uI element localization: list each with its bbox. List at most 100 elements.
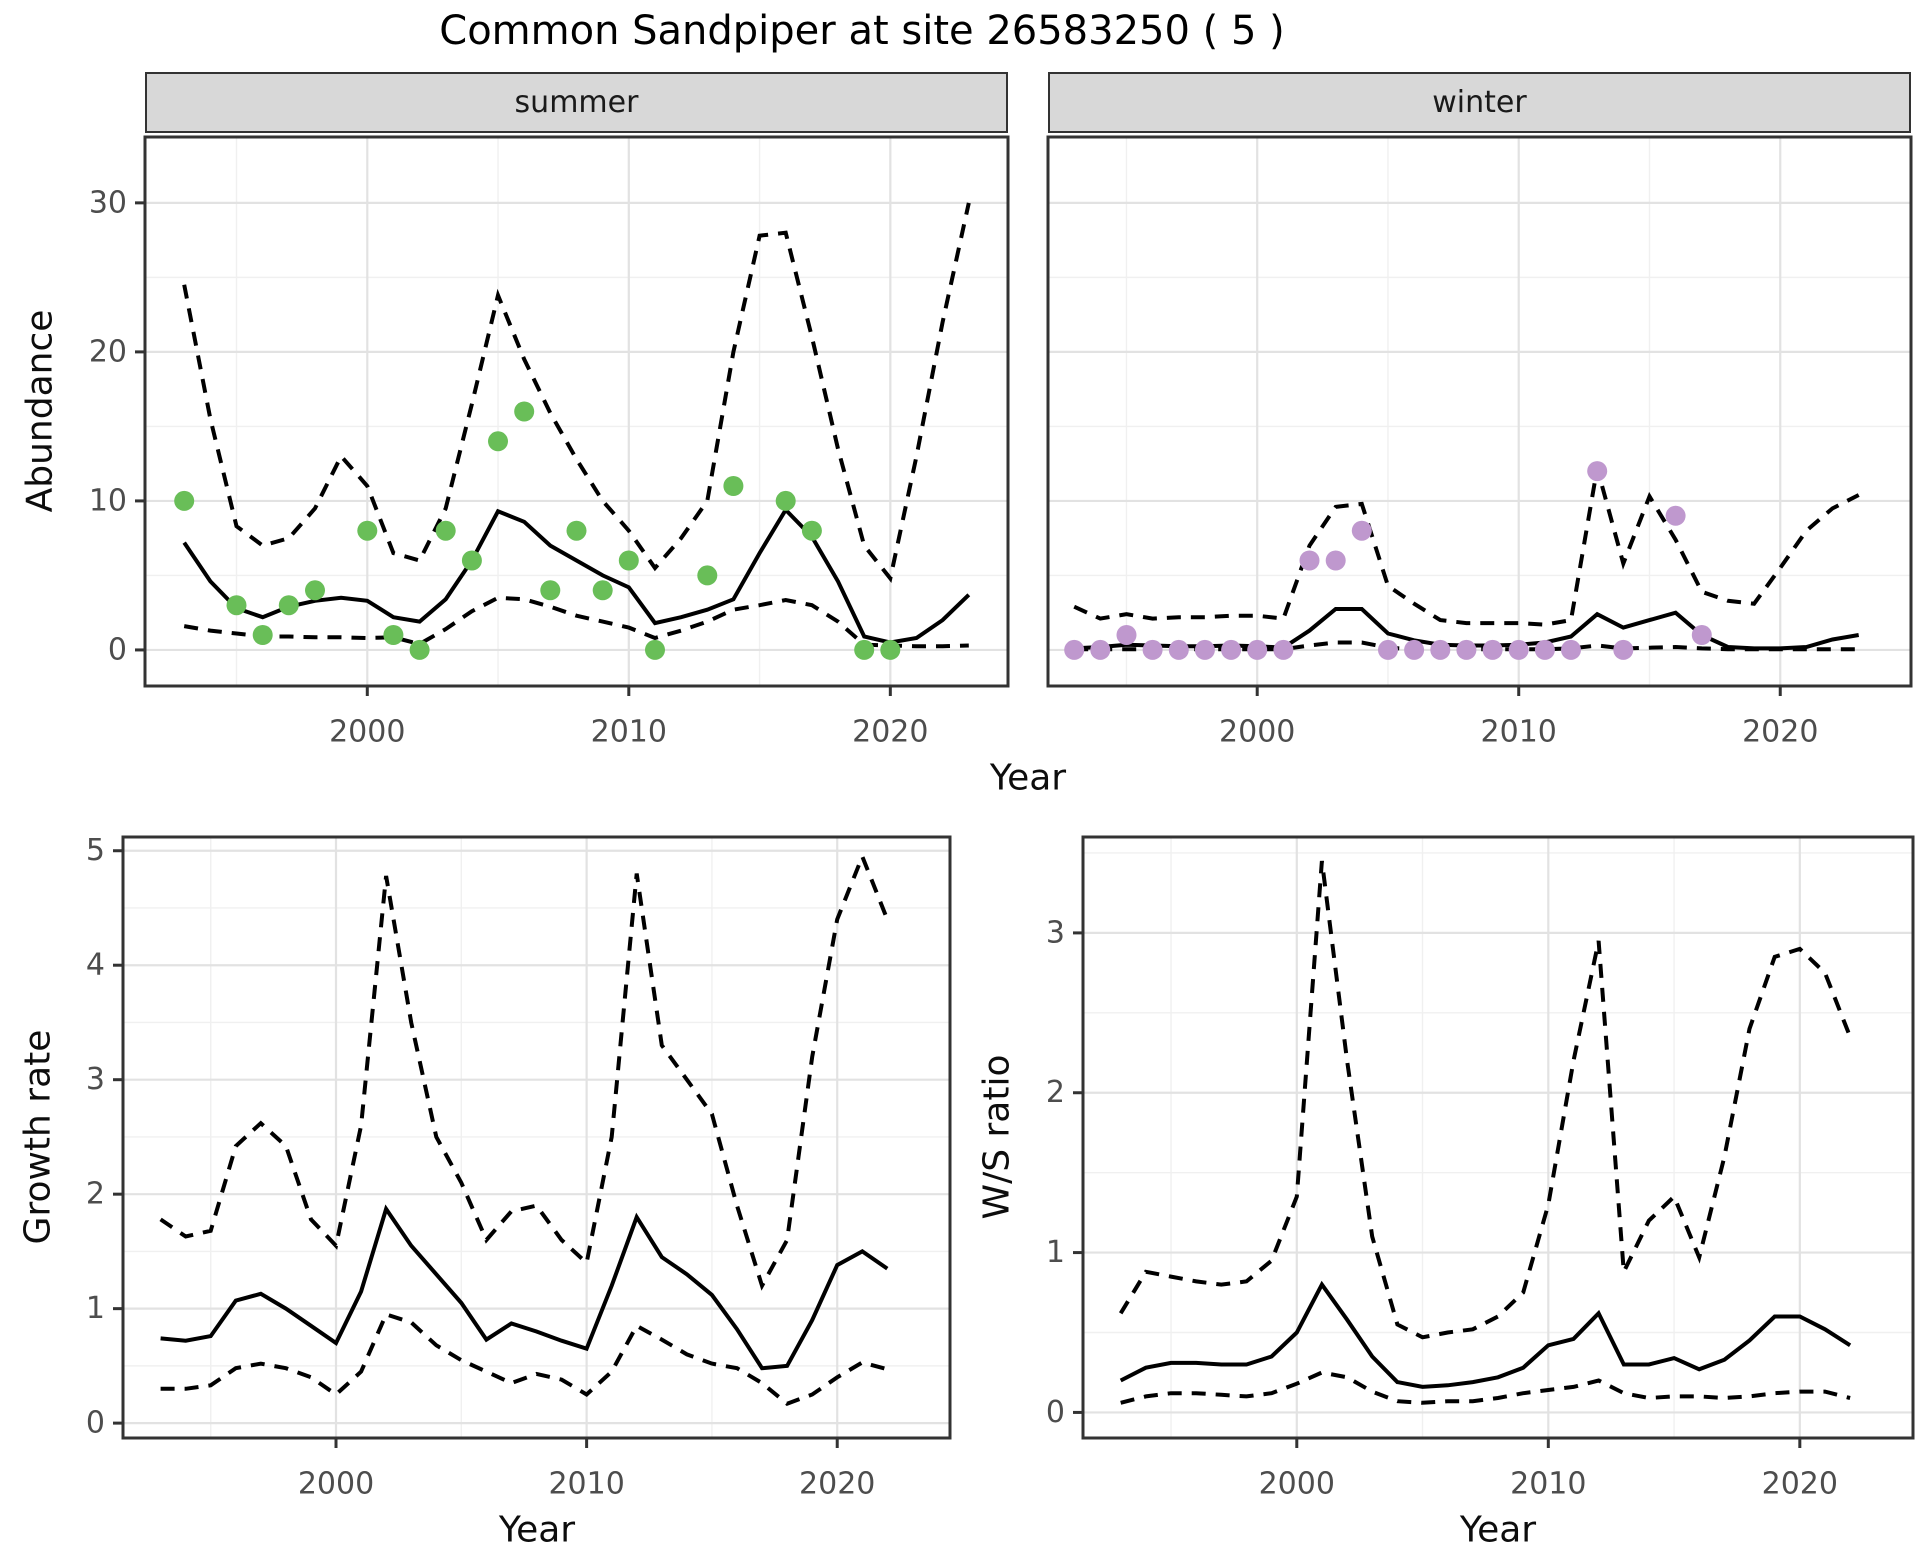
observed-point [226, 595, 247, 616]
observed-point [1534, 639, 1555, 660]
observed-point [1194, 639, 1215, 660]
panel-abundance_winter: 2000 2010 2020 [1046, 135, 1913, 750]
observed-point [1325, 550, 1346, 571]
observed-point [488, 431, 508, 452]
observed-point [1456, 639, 1477, 660]
series-lower_ci-ws_ratio [1120, 1370, 1851, 1405]
y-axis-title-growth-rate: Growth rate [17, 1029, 59, 1245]
facet-strip-winter: winter [1048, 72, 1911, 133]
x-tick-label: 2020 [1742, 715, 1818, 750]
panel-data-ws_ratio [1118, 860, 1852, 1405]
x-tick-label: 2020 [1762, 1467, 1838, 1502]
observed-point [697, 565, 718, 586]
observed-point [252, 625, 273, 645]
x-axis-title-year-top: Year [989, 757, 1067, 799]
observed-point [1613, 639, 1634, 660]
panel-data-abundance_summer [174, 202, 971, 660]
x-tick-label: 2000 [1219, 715, 1295, 750]
x-tick-label: 2020 [852, 715, 928, 750]
y-tick-label: 2 [86, 1177, 105, 1212]
observed-point [514, 401, 535, 422]
observed-point [278, 595, 299, 616]
x-axis-title-year-growth: Year [498, 1509, 576, 1551]
observed-point [1273, 639, 1294, 660]
observed-point [1587, 461, 1608, 482]
observed-point [1430, 639, 1451, 660]
y-axis-title-abundance: Abundance [19, 309, 61, 513]
x-tick-label: 2020 [799, 1467, 875, 1502]
observed-point [854, 639, 875, 660]
series-upper_ci-abundance_summer [182, 202, 971, 583]
y-tick-label: 0 [86, 1406, 105, 1441]
x-tick-label: 2000 [329, 715, 405, 750]
observed-point [540, 580, 561, 601]
observed-point [357, 520, 378, 541]
observed-point [461, 550, 482, 571]
y-tick-label: 0 [1046, 1395, 1065, 1430]
y-tick-label: 0 [108, 632, 127, 667]
observed-point [1247, 639, 1268, 660]
panel-data-growth_rate [159, 851, 890, 1406]
observed-point [1116, 625, 1137, 645]
observed-point [592, 580, 613, 601]
facet-strip-winter-label: winter [1432, 85, 1527, 120]
series-mean-abundance_summer [182, 506, 971, 645]
observed-point [1064, 639, 1085, 660]
facet-strip-summer-label: summer [514, 85, 639, 120]
y-tick-label: 1 [86, 1291, 105, 1326]
x-axis-title-year-ws: Year [1459, 1509, 1537, 1551]
x-tick-label: 2000 [1259, 1467, 1335, 1502]
y-tick-label: 5 [86, 833, 105, 868]
series-lower_ci-growth_rate [160, 1311, 888, 1406]
observed-point [1351, 520, 1372, 541]
y-axis-title-ws-ratio: W/S ratio [976, 1054, 1018, 1220]
panel-growth_rate: 2000 2010 2020 0 1 2 3 4 5 [86, 833, 952, 1502]
observed-point [1378, 639, 1398, 660]
observed-point [723, 476, 744, 496]
observed-point [566, 520, 587, 541]
observed-point [383, 625, 404, 645]
x-tick-label: 2010 [1510, 1467, 1586, 1502]
y-tick-label: 4 [86, 948, 105, 983]
series-mean-ws_ratio [1119, 1280, 1852, 1389]
observed-point [1299, 550, 1320, 571]
observed-point [618, 550, 639, 571]
observed-point [409, 639, 430, 660]
observed-point [775, 490, 796, 511]
observed-point [1508, 639, 1529, 660]
y-tick-label: 20 [89, 334, 127, 369]
observed-point [801, 520, 822, 541]
series-lower_ci-abundance_summer [183, 595, 969, 649]
observed-point [435, 520, 456, 541]
observed-point [174, 490, 195, 511]
facet-strip-summer: summer [145, 72, 1008, 133]
panel-abundance_summer: 2000 2010 2020 0 10 20 30 [89, 135, 1010, 750]
observed-point [1404, 639, 1425, 660]
y-tick-label: 3 [86, 1062, 105, 1097]
observed-point [1561, 639, 1581, 660]
observed-point [880, 639, 901, 660]
page-title: Common Sandpiper at site 26583250 ( 5 ) [439, 8, 1285, 54]
panel-data-abundance_winter [1064, 461, 1860, 660]
observed-point [1665, 505, 1686, 526]
x-tick-label: 2010 [1481, 715, 1557, 750]
observed-point [1142, 639, 1163, 660]
x-tick-label: 2010 [591, 715, 667, 750]
observed-point [1221, 639, 1242, 660]
y-tick-label: 2 [1046, 1075, 1065, 1110]
series-mean-growth_rate [160, 1204, 889, 1371]
y-tick-label: 30 [89, 185, 127, 220]
observed-point [1691, 625, 1712, 645]
series-upper_ci-abundance_winter [1073, 467, 1860, 627]
y-tick-label: 1 [1046, 1235, 1065, 1270]
observed-point [305, 580, 325, 601]
observed-point [645, 639, 665, 660]
observed-point [1090, 639, 1111, 660]
x-tick-label: 2000 [298, 1467, 374, 1502]
panel-ws_ratio: 2000 2010 2020 0 1 2 3 [1046, 835, 1915, 1502]
series-upper_ci-ws_ratio [1118, 860, 1852, 1340]
series-upper_ci-growth_rate [159, 851, 890, 1291]
y-tick-label: 10 [89, 483, 127, 518]
